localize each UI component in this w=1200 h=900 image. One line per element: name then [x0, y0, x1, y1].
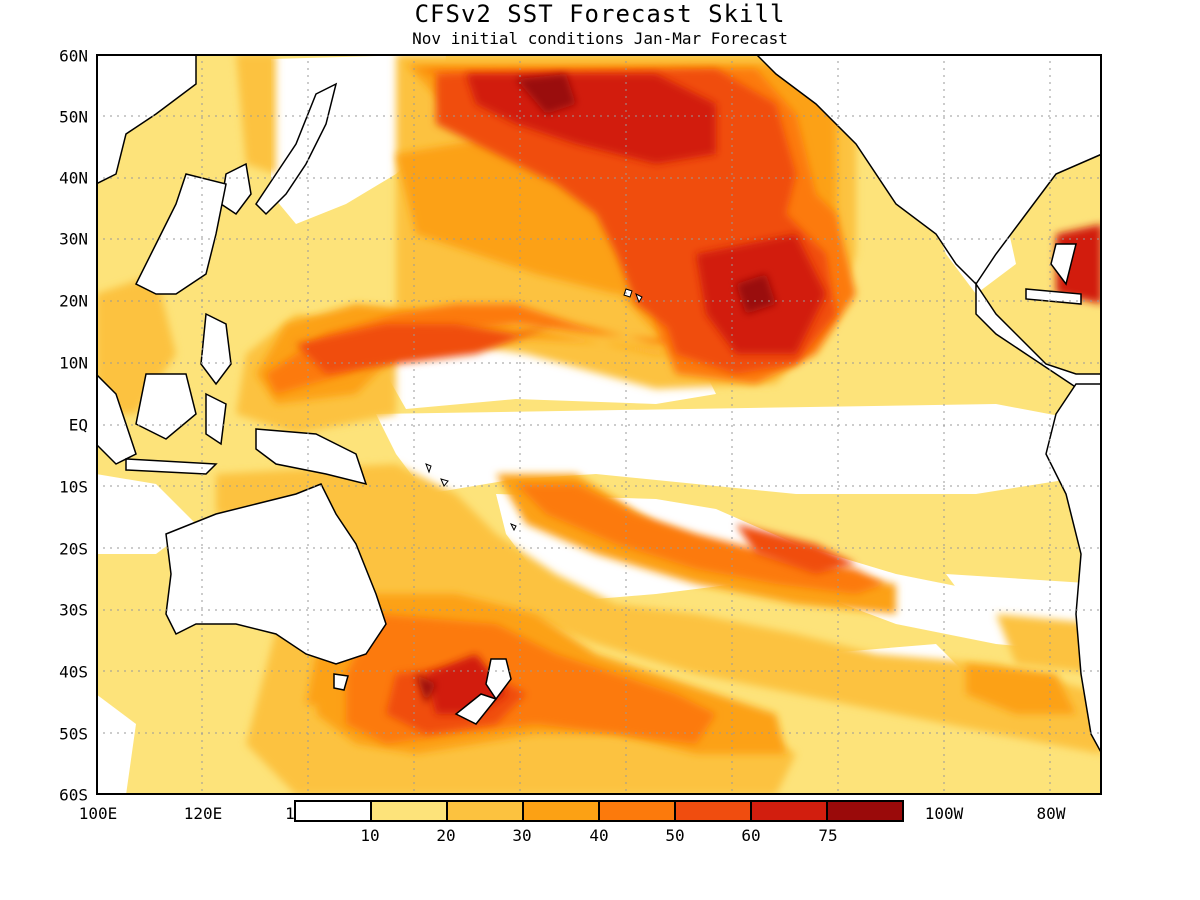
- colorbar-label: 20: [436, 826, 456, 845]
- map-title: CFSv2 SST Forecast Skill: [414, 0, 786, 28]
- lat-label: 20S: [59, 539, 88, 559]
- lat-label: 30S: [59, 600, 88, 620]
- vanuatu-island: [425, 463, 432, 474]
- south-america-land: [1045, 383, 1102, 755]
- skill-75-plus: [416, 74, 776, 704]
- colorbar-swatch: [676, 802, 752, 820]
- cuba-land: [1025, 288, 1082, 305]
- colorbar-label: 40: [589, 826, 609, 845]
- lat-label: 60N: [59, 46, 88, 66]
- new-guinea-land: [255, 428, 368, 486]
- lon-label: 80W: [1036, 804, 1066, 823]
- colorbar: [294, 800, 904, 822]
- hawaii-island: [623, 288, 633, 298]
- lat-label: 40S: [59, 662, 88, 682]
- lon-label: 100W: [924, 804, 964, 823]
- colorbar-swatch: [448, 802, 524, 820]
- fiji-island: [440, 478, 449, 487]
- colorbar-swatch: [524, 802, 600, 820]
- colorbar-label: 10: [360, 826, 380, 845]
- nz-north-island: [485, 658, 512, 701]
- central-america-land: [975, 281, 1102, 395]
- skill-map: [96, 54, 1102, 795]
- north-america-land: [754, 54, 1102, 286]
- lat-label: EQ: [68, 415, 88, 435]
- hawaii-island: [635, 292, 643, 304]
- japan-land: [255, 82, 338, 216]
- china-coast: [134, 173, 227, 295]
- sulawesi-land: [205, 392, 227, 446]
- map-frame: [96, 54, 1102, 795]
- nz-south-island: [454, 693, 498, 725]
- lat-label: 50N: [59, 107, 88, 127]
- graticule: [96, 54, 1102, 795]
- colorbar-label: 30: [512, 826, 532, 845]
- tasmania-land: [333, 673, 349, 691]
- colorbar-label: 60: [741, 826, 761, 845]
- asia-land: [96, 54, 197, 185]
- lon-label: 100E: [78, 804, 118, 823]
- lat-label: 10N: [59, 353, 88, 373]
- florida-land: [1050, 243, 1077, 286]
- colorbar-label: 75: [818, 826, 838, 845]
- lon-label: 120E: [183, 804, 223, 823]
- australia-land: [165, 483, 387, 665]
- colorbar-swatch: [372, 802, 448, 820]
- map-subtitle: Nov initial conditions Jan-Mar Forecast: [412, 29, 788, 48]
- lat-label: 10S: [59, 477, 88, 497]
- french-polynesia-island: [509, 523, 517, 532]
- colorbar-swatch: [600, 802, 676, 820]
- landmasses: [96, 54, 1102, 755]
- lon-label: 1: [285, 804, 295, 823]
- lat-label: 60S: [59, 785, 88, 805]
- lat-label: 40N: [59, 168, 88, 188]
- skill-map-svg: [96, 54, 1102, 795]
- colorbar-swatch: [828, 802, 902, 820]
- lat-label: 30N: [59, 229, 88, 249]
- colorbar-swatch: [752, 802, 828, 820]
- lat-label: 20N: [59, 291, 88, 311]
- pacific-islands: [425, 288, 643, 532]
- colorbar-swatch: [296, 802, 372, 820]
- lat-label: 50S: [59, 724, 88, 744]
- borneo-land: [135, 373, 197, 440]
- java-land: [125, 458, 218, 475]
- colorbar-label: 50: [665, 826, 685, 845]
